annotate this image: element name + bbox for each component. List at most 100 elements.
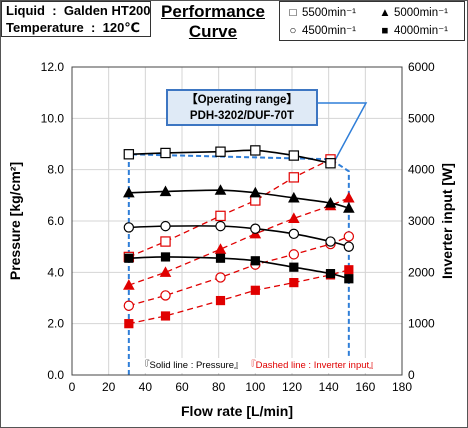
conditions-box: Liquid : Galden HT200 Temperature : 120℃ <box>1 1 151 37</box>
pressure-point <box>160 252 171 262</box>
pressure-point <box>288 228 300 240</box>
operating-range-leader <box>318 102 368 165</box>
y-right-tick-label: 4000 <box>408 163 435 177</box>
inverter-line-0 <box>128 158 331 258</box>
y-left-tick-label: 12.0 <box>41 60 65 74</box>
open-circle-icon: ○ <box>289 25 297 37</box>
pressure-point <box>124 253 134 263</box>
pressure-point <box>325 236 336 247</box>
y-right-tick-label: 5000 <box>408 111 435 125</box>
pressure-point <box>249 186 262 198</box>
legend-label: 5000min⁻¹ <box>394 7 449 19</box>
line-style-note: 『Solid line : Pressure』 『Dashed line : I… <box>140 358 390 373</box>
inverter-point <box>288 172 300 183</box>
pressure-point <box>324 197 337 208</box>
legend-entry-5000: ▲ 5000min⁻¹ <box>378 5 448 19</box>
open-square-icon: □ <box>289 7 297 19</box>
y-left-tick-label: 2.0 <box>47 317 64 331</box>
x-tick-label: 60 <box>175 380 189 394</box>
inverter-point <box>123 300 135 311</box>
temperature-label: Temperature <box>6 20 84 35</box>
legend-label: 4000min⁻¹ <box>394 25 449 37</box>
pressure-point <box>215 253 226 263</box>
operating-range-model: PDH-3202/DUF-70T <box>189 110 295 122</box>
pressure-point <box>250 145 261 156</box>
pressure-point <box>159 185 172 197</box>
pressure-point <box>214 184 227 195</box>
inverter-point <box>289 278 299 288</box>
pressure-point <box>344 274 354 284</box>
temperature-row: Temperature : 120℃ <box>6 20 141 35</box>
y-right-tick-label: 0 <box>408 368 415 382</box>
inverter-point <box>215 295 226 306</box>
filled-triangle-icon: ▲ <box>379 7 391 19</box>
pressure-point <box>250 256 260 266</box>
note-solid: 『Solid line : Pressure』 <box>140 360 244 371</box>
pressure-point <box>123 149 135 160</box>
legend-entry-4500: ○ 4500min⁻¹ <box>286 23 357 37</box>
legend-label: 4500min⁻¹ <box>302 25 357 37</box>
inverter-point <box>160 311 171 321</box>
y-left-axis-title: Pressure [kg/cm²] <box>7 162 23 280</box>
inverter-point <box>160 290 171 301</box>
chart-title: Performance Curve <box>158 2 268 42</box>
inverter-point <box>344 265 354 275</box>
x-tick-label: 160 <box>355 380 375 394</box>
title-line-1: Performance <box>161 2 265 21</box>
x-axis-title: Flow rate [L/min] <box>181 403 293 419</box>
y-right-tick-label: 6000 <box>408 60 435 74</box>
series-layer <box>123 145 355 329</box>
x-tick-label: 0 <box>69 380 76 394</box>
y-left-tick-label: 10.0 <box>41 111 65 125</box>
legend: □ 5500min⁻¹ ▲ 5000min⁻¹ ○ 4500min⁻¹ ■ 4000mi… <box>279 1 465 41</box>
pressure-point <box>215 146 226 157</box>
note-dashed: 『Dashed line : Inverter input』 <box>246 360 379 371</box>
pressure-point <box>288 191 300 203</box>
y-left-tick-label: 4.0 <box>47 265 64 279</box>
x-tick-label: 80 <box>212 380 226 394</box>
x-tick-label: 40 <box>139 380 153 394</box>
pressure-point <box>215 220 226 232</box>
pressure-point <box>343 202 355 213</box>
legend-label: 5500min⁻¹ <box>302 7 357 19</box>
x-tick-label: 100 <box>245 380 265 394</box>
inverter-point <box>159 266 172 277</box>
liquid-label: Liquid <box>6 3 45 18</box>
y-left-tick-label: 0.0 <box>47 368 64 382</box>
pressure-point <box>123 222 135 233</box>
inverter-point <box>124 319 134 329</box>
inverter-point <box>343 231 355 242</box>
legend-entry-5500: □ 5500min⁻¹ <box>286 5 357 19</box>
liquid-row: Liquid : Galden HT200 <box>6 3 151 18</box>
title-line-2: Curve <box>188 22 238 41</box>
operating-range-path <box>127 153 350 375</box>
x-tick-label: 120 <box>282 380 302 394</box>
operating-range-label: 【Operating range】 <box>186 94 298 106</box>
liquid-value: Galden HT200 <box>63 3 151 18</box>
operating-range-label-box: 【Operating range】 PDH-3202/DUF-70T <box>166 89 318 126</box>
filled-square-icon: ■ <box>381 25 389 37</box>
inverter-point <box>214 243 227 254</box>
pressure-point <box>250 223 261 234</box>
y-left-tick-label: 6.0 <box>47 214 64 228</box>
inverter-point <box>215 272 226 283</box>
y-right-tick-label: 1000 <box>408 317 435 331</box>
y-right-axis-title: Inverter input [W] <box>439 163 455 279</box>
x-tick-label: 20 <box>102 380 116 394</box>
pressure-point <box>123 186 135 198</box>
pressure-point <box>160 147 171 159</box>
y-right-tick-label: 2000 <box>408 265 435 279</box>
pressure-point <box>160 220 171 232</box>
axes-layer: 0 20 40 60 80 100 120 140 160 180 0.0 2.0 4.0 6.0 8.0 1… <box>7 60 455 419</box>
inverter-point <box>250 285 260 295</box>
inverter-point <box>160 236 171 247</box>
temperature-value: 120℃ <box>102 20 141 35</box>
pressure-point <box>325 269 336 279</box>
x-tick-label: 180 <box>392 380 412 394</box>
y-right-tick-label: 3000 <box>408 214 435 228</box>
pressure-point <box>343 241 355 252</box>
x-tick-label: 140 <box>319 380 339 394</box>
inverter-point <box>215 210 226 222</box>
inverter-point <box>123 279 135 290</box>
